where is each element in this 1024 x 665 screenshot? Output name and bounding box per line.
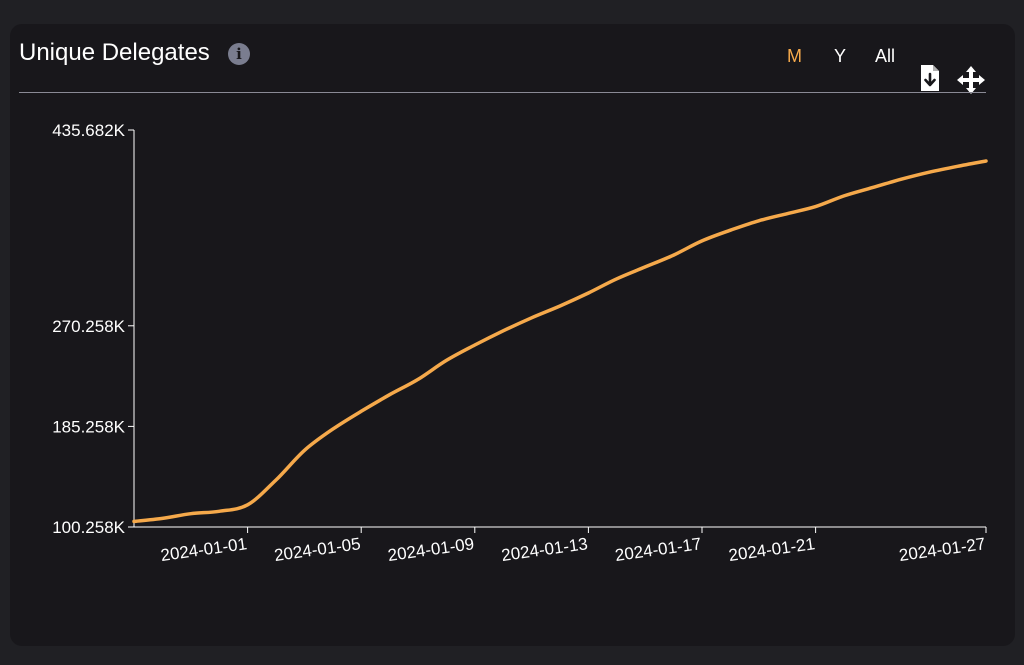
series-line-0 [132,159,988,524]
info-icon[interactable]: i [228,43,250,65]
y-tick-label: 185.258K [52,417,125,436]
x-tick-label: 2024-01-05 [273,534,362,565]
chart-card [10,24,1015,646]
y-tick-label: 435.682K [52,121,125,140]
y-tick-label: 270.258K [52,317,125,336]
x-tick-label: 2024-01-01 [159,534,248,565]
x-tick-label: 2024-01-09 [387,534,476,565]
file-download-icon[interactable] [919,64,941,92]
range-month-button[interactable]: M [787,46,802,66]
range-all-button[interactable]: All [875,46,896,66]
range-year-button[interactable]: Y [834,46,847,66]
x-tick-label: 2024-01-17 [614,534,703,565]
x-tick-label: 2024-01-27 [898,534,987,565]
chart-title: Unique Delegates [19,39,210,66]
header-divider [19,92,986,93]
move-arrows-icon[interactable] [956,65,986,95]
x-tick-label: 2024-01-13 [500,534,589,565]
x-tick-label: 2024-01-21 [727,534,816,565]
y-tick-label: 100.258K [52,518,125,537]
